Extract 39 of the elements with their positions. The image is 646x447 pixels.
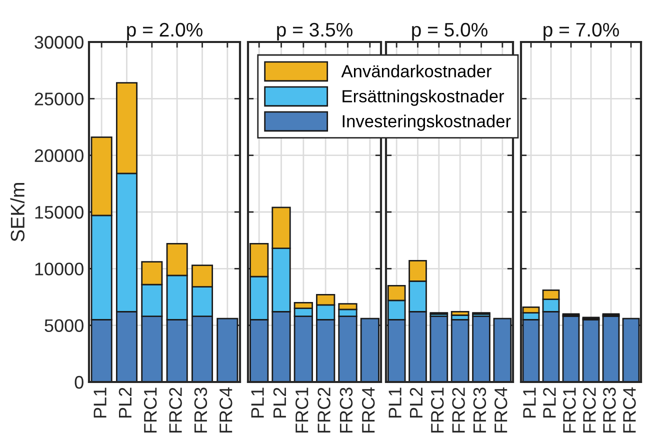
x-tick-label: PL1 (251, 388, 264, 418)
x-tick-label: PL2 (118, 388, 132, 418)
y-tick-label: 15000 (35, 206, 84, 219)
x-tick-label: FRC4 (219, 387, 232, 433)
chart-title: p = 2.0% (127, 22, 202, 40)
x-tick-label: FRC1 (430, 388, 444, 433)
x-tick-label: FRC3 (340, 388, 353, 433)
x-tick-label: FRC4 (494, 387, 508, 433)
y-tick-label: 0 (74, 376, 84, 389)
x-tick-label: PL2 (273, 388, 286, 418)
x-tick-label: PL2 (543, 388, 556, 418)
y-tick-label: 5000 (44, 319, 84, 332)
legend-label: Ersättningskostnader (342, 90, 504, 106)
y-tick-label: 10000 (35, 262, 84, 276)
legend-label: Användarkostnader (341, 64, 492, 78)
y-tick-label: 30000 (34, 36, 84, 49)
x-tick-label: FRC2 (169, 388, 182, 433)
x-tick-label: PL2 (410, 388, 422, 418)
chart-title: p = 5.0% (412, 22, 488, 40)
x-tick-label: FRC2 (583, 388, 596, 433)
x-tick-label: FRC4 (362, 387, 375, 433)
x-tick-label: FRC1 (295, 388, 308, 433)
chart-title: p = 3.5% (277, 22, 352, 40)
x-tick-label: FRC1 (563, 388, 576, 433)
x-tick-label: FRC2 (318, 388, 330, 433)
y-tick-label: 20000 (34, 149, 84, 162)
legend-label: Investeringskostnader (342, 114, 511, 131)
x-tick-label: FRC4 (623, 387, 636, 433)
x-tick-label: FRC3 (603, 388, 616, 433)
x-tick-label: PL1 (94, 388, 106, 418)
x-tick-label: FRC3 (194, 388, 208, 433)
x-tick-label: FRC2 (452, 388, 465, 433)
y-axis-title: SEK/m (10, 183, 25, 242)
x-tick-label: FRC3 (473, 388, 486, 433)
x-tick-label: PL1 (388, 388, 402, 418)
chart-title: p = 7.0% (544, 22, 619, 40)
x-tick-label: FRC1 (144, 388, 157, 433)
y-tick-label: 25000 (34, 92, 84, 106)
x-tick-label: PL1 (523, 388, 536, 418)
